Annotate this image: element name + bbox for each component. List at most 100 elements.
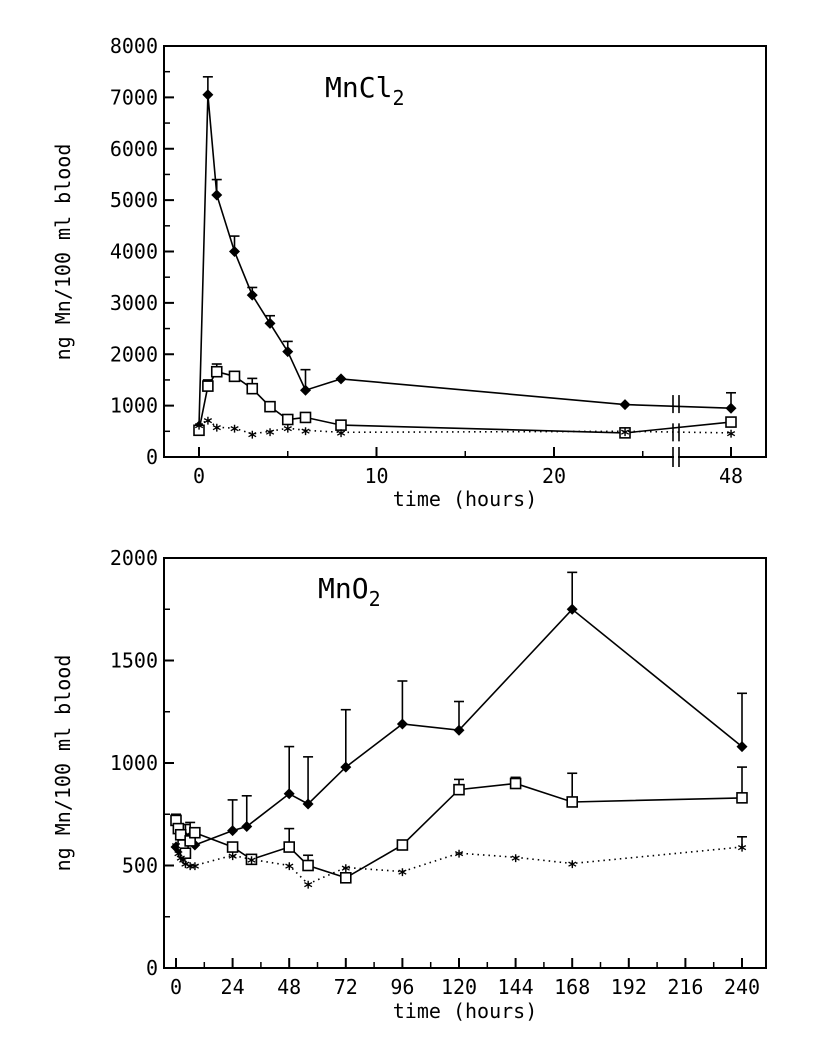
y-tick-label: 1000 bbox=[110, 751, 158, 775]
data-point-asterisk: ∗ bbox=[726, 424, 736, 444]
data-point-diamond bbox=[566, 603, 578, 615]
data-point-asterisk: ∗ bbox=[178, 850, 188, 870]
data-point-diamond bbox=[453, 724, 465, 736]
data-point-asterisk: ∗ bbox=[737, 838, 747, 858]
y-tick-label: 7000 bbox=[110, 85, 158, 109]
series bbox=[193, 76, 737, 432]
data-point-diamond bbox=[211, 189, 223, 201]
data-point-asterisk: ∗ bbox=[173, 844, 183, 864]
x-tick-label: 48 bbox=[719, 464, 743, 488]
data-point-asterisk: ∗ bbox=[180, 854, 190, 874]
x-tick-label: 0 bbox=[170, 975, 182, 999]
x-axis-label: time (hours) bbox=[393, 999, 538, 1023]
data-point-asterisk: ∗ bbox=[567, 854, 577, 874]
data-point-square bbox=[202, 380, 214, 392]
axis-break-gap bbox=[674, 454, 678, 460]
data-point-asterisk: ∗ bbox=[227, 846, 237, 866]
data-point-diamond bbox=[396, 718, 408, 730]
x-tick-label: 20 bbox=[542, 464, 566, 488]
x-tick-label: 72 bbox=[334, 975, 358, 999]
series-line bbox=[198, 94, 732, 427]
data-point-square bbox=[736, 792, 748, 804]
x-tick-label: 48 bbox=[277, 975, 301, 999]
x-tick-label: 168 bbox=[554, 975, 590, 999]
chart-title: MnCl2 bbox=[325, 71, 404, 110]
y-tick-label: 1000 bbox=[110, 394, 158, 418]
y-tick-label: 4000 bbox=[110, 240, 158, 264]
x-tick-label: 0 bbox=[193, 464, 205, 488]
data-point-square bbox=[509, 777, 522, 790]
data-point-asterisk: ∗ bbox=[397, 863, 407, 883]
data-point-asterisk: ∗ bbox=[185, 857, 195, 877]
data-point-square bbox=[335, 419, 347, 431]
data-point-square bbox=[339, 871, 352, 884]
data-point-square bbox=[566, 796, 579, 808]
data-point-square bbox=[453, 783, 465, 796]
data-point-asterisk: ∗ bbox=[171, 836, 181, 856]
data-point-square bbox=[226, 841, 239, 853]
y-axis-label: ng Mn/100 ml blood bbox=[51, 144, 75, 361]
data-point-square bbox=[179, 847, 192, 860]
data-point-asterisk: ∗ bbox=[265, 422, 275, 442]
series bbox=[170, 766, 748, 884]
axes: 0 500 1000 1500 2000 0 24 48 72 96 120 144 168 192 216… bbox=[110, 546, 760, 999]
series-line bbox=[198, 370, 732, 434]
data-point-asterisk: ∗ bbox=[212, 418, 222, 438]
data-point-diamond bbox=[241, 821, 253, 833]
data-point-diamond bbox=[246, 289, 258, 301]
x-axis-label: time (hours) bbox=[393, 487, 538, 511]
data-point-diamond bbox=[202, 89, 214, 101]
series-line bbox=[198, 419, 732, 435]
plot-frame bbox=[163, 45, 767, 458]
y-tick-label: 0 bbox=[146, 956, 158, 980]
data-point-square bbox=[619, 427, 631, 439]
data-point-diamond bbox=[302, 798, 314, 810]
x-tick-label: 96 bbox=[390, 975, 414, 999]
data-point-asterisk: ∗ bbox=[300, 421, 310, 441]
data-point-asterisk: ∗ bbox=[194, 416, 204, 436]
series-line bbox=[175, 844, 743, 885]
data-point-square bbox=[281, 413, 294, 426]
data-point-square bbox=[210, 365, 223, 378]
data-point-asterisk: ∗ bbox=[336, 423, 346, 443]
data-point-square bbox=[725, 416, 737, 428]
y-tick-label: 2000 bbox=[110, 342, 158, 366]
data-point-diamond bbox=[282, 346, 294, 358]
data-point-diamond bbox=[335, 373, 347, 385]
y-tick-label: 5000 bbox=[110, 188, 158, 212]
axes: 0 1000 2000 3000 4000 5000 6000 7000 8000 0 10 20 48 bbox=[110, 34, 743, 488]
data-point-square bbox=[228, 370, 241, 383]
y-axis-label: ng Mn/100 ml blood bbox=[51, 655, 75, 872]
data-point-square bbox=[302, 859, 314, 872]
data-point-asterisk: ∗ bbox=[284, 857, 294, 877]
chart-mncl2: MnCl2 ng Mn/100 ml blood time (hours) 0 1… bbox=[51, 34, 767, 511]
data-point-asterisk: ∗ bbox=[303, 875, 313, 895]
data-point-diamond bbox=[300, 384, 311, 396]
data-point-square bbox=[264, 400, 276, 413]
data-point-diamond bbox=[227, 825, 239, 837]
series-group: ∗∗∗∗∗∗∗∗ ∗ ∗∗∗ ∗∗ ∗ ∗∗ bbox=[170, 571, 748, 895]
data-point-asterisk: ∗ bbox=[510, 848, 520, 868]
y-tick-label: 500 bbox=[122, 854, 158, 878]
data-point-diamond bbox=[264, 317, 276, 329]
series bbox=[193, 363, 737, 439]
y-tick-label: 1500 bbox=[110, 649, 158, 673]
data-point-asterisk: ∗ bbox=[229, 419, 239, 439]
y-tick-label: 2000 bbox=[110, 546, 158, 570]
data-point-asterisk: ∗ bbox=[341, 859, 351, 879]
x-tick-label: 240 bbox=[724, 975, 760, 999]
data-point-diamond bbox=[229, 246, 240, 257]
data-point-square bbox=[193, 424, 205, 437]
plot-frame bbox=[163, 557, 767, 969]
data-point-asterisk: ∗ bbox=[203, 411, 213, 431]
data-point-square bbox=[283, 841, 296, 853]
data-point-asterisk: ∗ bbox=[620, 422, 630, 442]
data-point-diamond bbox=[619, 399, 631, 411]
chart-title: MnO2 bbox=[318, 572, 381, 611]
series-group: ∗∗∗ ∗ ∗ ∗ ∗ ∗ ∗ ∗ ∗ bbox=[193, 76, 737, 445]
data-point-asterisk: ∗ bbox=[283, 419, 293, 439]
data-point-square bbox=[189, 826, 201, 839]
x-tick-label: 192 bbox=[611, 975, 647, 999]
y-tick-label: 6000 bbox=[110, 137, 158, 161]
